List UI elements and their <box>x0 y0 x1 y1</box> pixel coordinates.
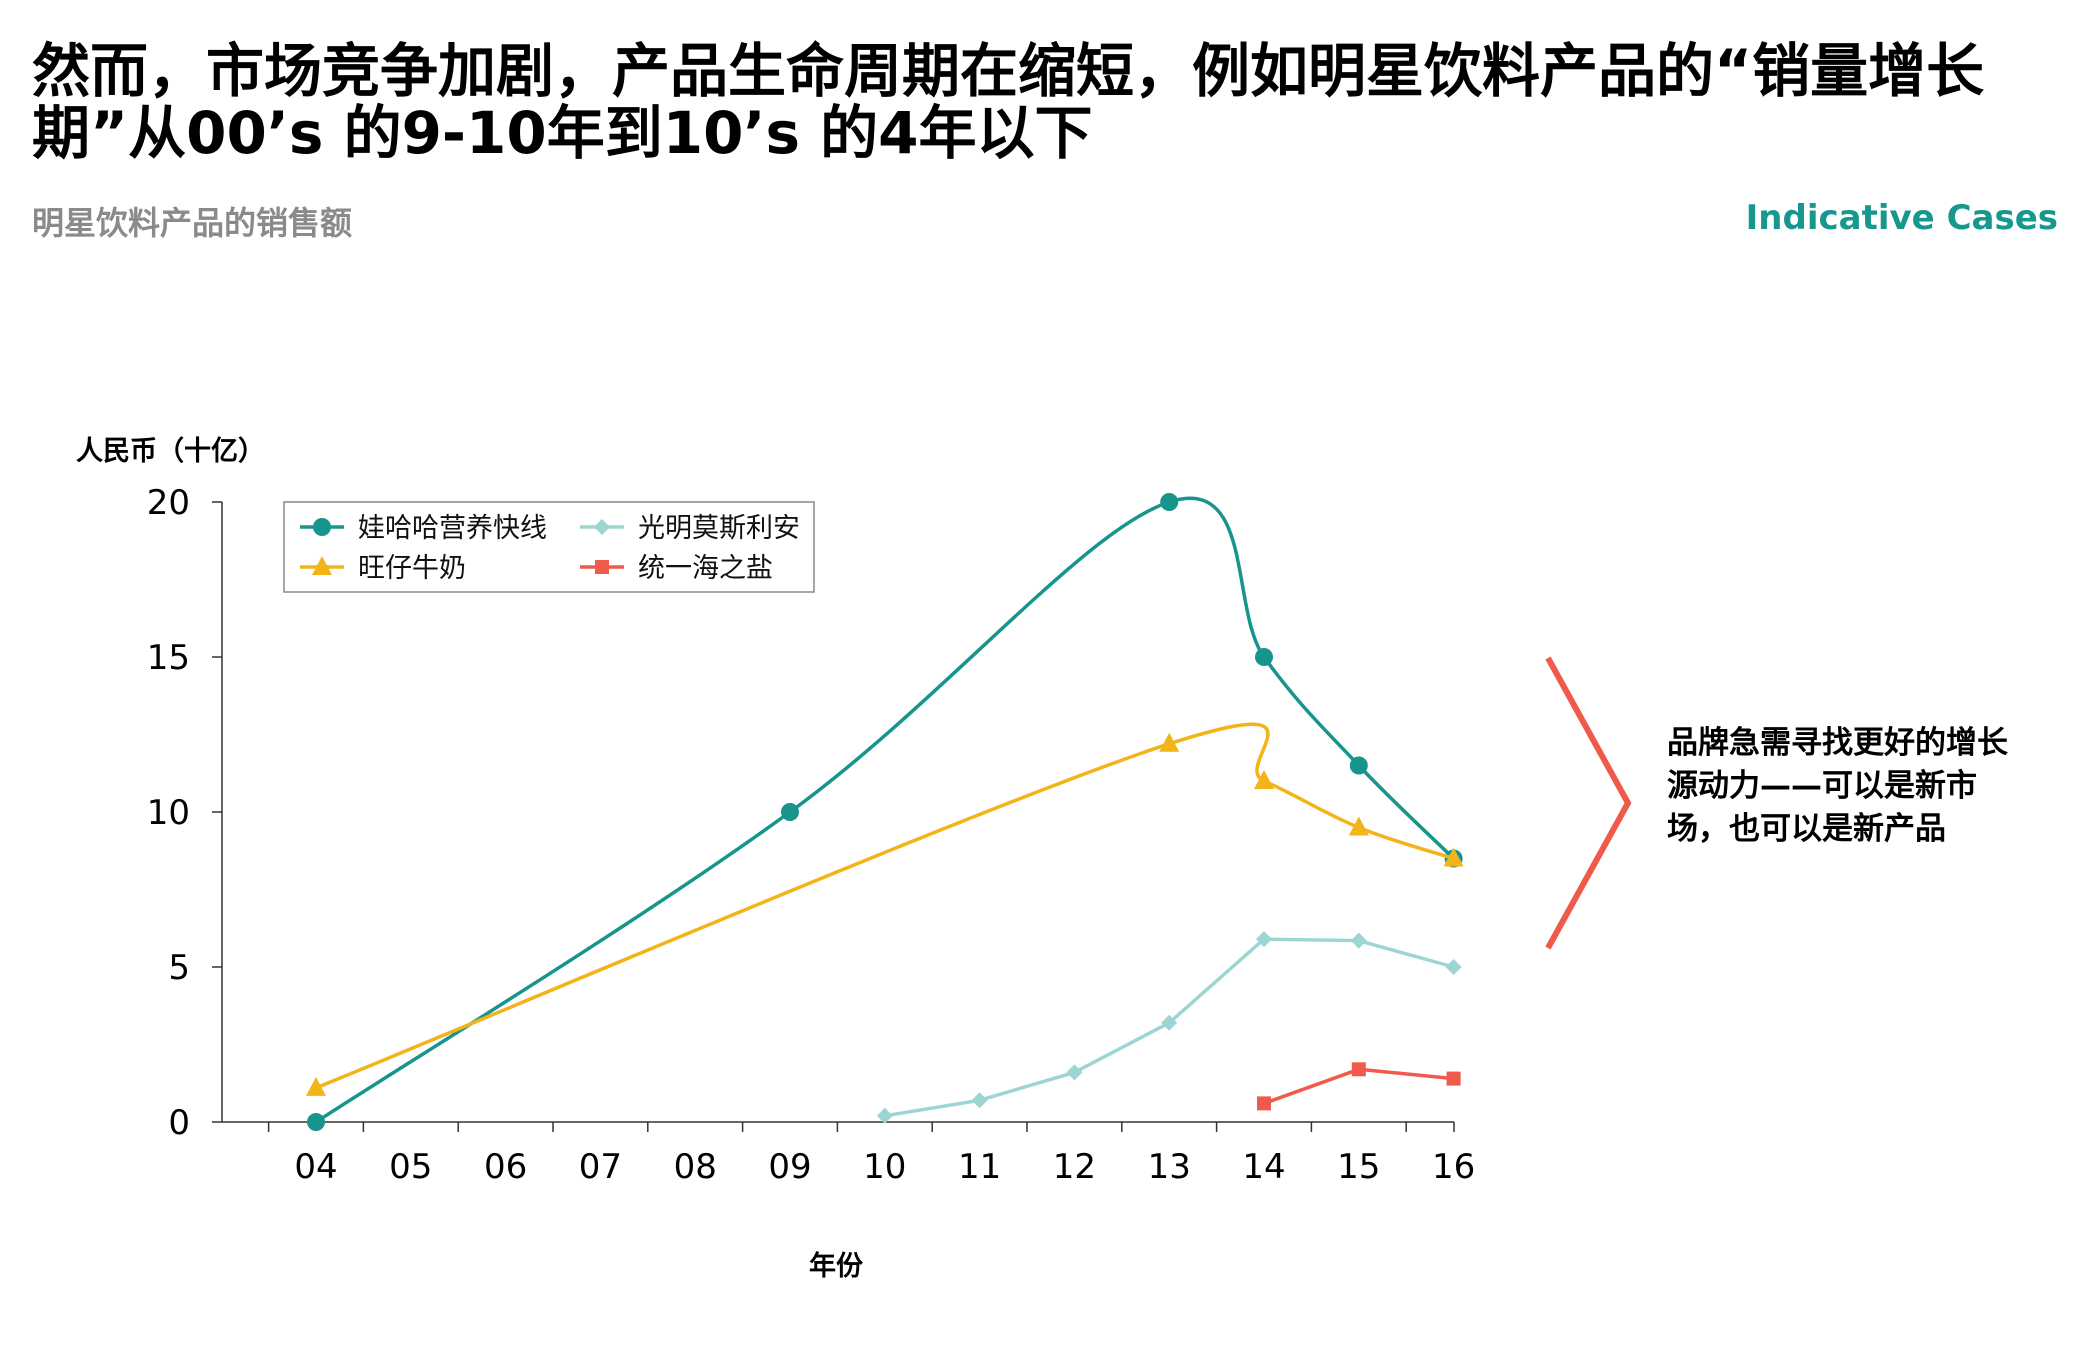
data-point-triangle <box>1254 770 1274 789</box>
data-point-diamond <box>876 1107 893 1124</box>
x-tick-label: 06 <box>484 1147 527 1187</box>
y-axis-label: 人民币（十亿） <box>76 436 265 467</box>
x-tick-label: 16 <box>1432 1147 1475 1187</box>
x-tick-label: 04 <box>294 1147 337 1187</box>
chart-subtitle: 明星饮料产品的销售额 <box>32 204 353 242</box>
data-point-diamond <box>971 1092 988 1109</box>
data-point-diamond <box>1445 959 1462 975</box>
x-tick-label: 14 <box>1242 1147 1285 1187</box>
x-tick-label: 10 <box>863 1147 906 1187</box>
data-point-circle <box>307 1113 325 1131</box>
chart-series <box>306 493 1464 1131</box>
y-tick-label: 0 <box>168 1103 190 1143</box>
data-point-square <box>1446 1071 1461 1086</box>
legend-marker <box>594 519 610 535</box>
series-4 <box>1257 1062 1461 1111</box>
legend-label: 旺仔牛奶 <box>358 553 466 584</box>
y-tick-label: 20 <box>147 483 190 523</box>
legend-item: 光明莫斯利安 <box>580 513 800 544</box>
data-point-diamond <box>1066 1064 1083 1081</box>
data-point-triangle <box>1348 816 1369 836</box>
data-point-triangle <box>306 1076 326 1096</box>
series-3 <box>876 931 1462 1124</box>
legend-marker <box>313 518 331 536</box>
page-title: 然而，市场竞争加剧，产品生命周期在缩短，例如明星饮料产品的“销量增长期”从00’… <box>32 37 1985 167</box>
data-point-circle <box>1349 756 1368 775</box>
legend-item: 娃哈哈营养快线 <box>300 513 547 544</box>
data-point-square <box>1351 1062 1366 1077</box>
x-tick-label: 11 <box>958 1147 1001 1187</box>
x-tick-label: 15 <box>1337 1147 1380 1187</box>
x-tick-label: 12 <box>1053 1147 1096 1187</box>
y-tick-label: 15 <box>147 638 190 678</box>
bracket-arrow-icon <box>1545 656 1632 950</box>
x-tick-label: 07 <box>579 1147 622 1187</box>
data-point-circle <box>781 803 799 821</box>
x-tick-label: 08 <box>674 1147 717 1187</box>
data-point-circle <box>1160 493 1179 511</box>
x-tick-label: 13 <box>1148 1147 1191 1187</box>
y-tick-label: 5 <box>168 948 190 988</box>
x-axis-label: 年份 <box>809 1250 863 1282</box>
data-point-triangle <box>1159 732 1180 752</box>
callout-note: 品牌急需寻找更好的增长源动力——可以是新市场，也可以是新产品 <box>1667 725 2008 847</box>
series-line <box>315 722 1455 1090</box>
data-point-triangle <box>1443 847 1464 867</box>
x-tick-label: 09 <box>768 1147 811 1187</box>
data-point-diamond <box>1161 1014 1178 1031</box>
indicative-cases-tag: Indicative Cases <box>1745 198 2058 238</box>
data-point-diamond <box>1350 932 1367 949</box>
data-point-circle <box>1255 648 1273 666</box>
legend-marker <box>312 556 332 575</box>
data-point-square <box>1257 1096 1271 1111</box>
legend-item: 旺仔牛奶 <box>300 553 466 584</box>
series-2 <box>306 722 1464 1096</box>
data-point-diamond <box>1256 931 1272 948</box>
legend-label: 光明莫斯利安 <box>638 513 800 544</box>
x-tick-label: 05 <box>389 1147 432 1187</box>
legend-item: 统一海之盐 <box>580 553 773 584</box>
legend-box <box>283 501 815 593</box>
y-tick-label: 10 <box>147 793 190 833</box>
legend-label: 娃哈哈营养快线 <box>358 513 547 544</box>
legend-marker <box>595 560 609 574</box>
legend-label: 统一海之盐 <box>638 553 773 584</box>
